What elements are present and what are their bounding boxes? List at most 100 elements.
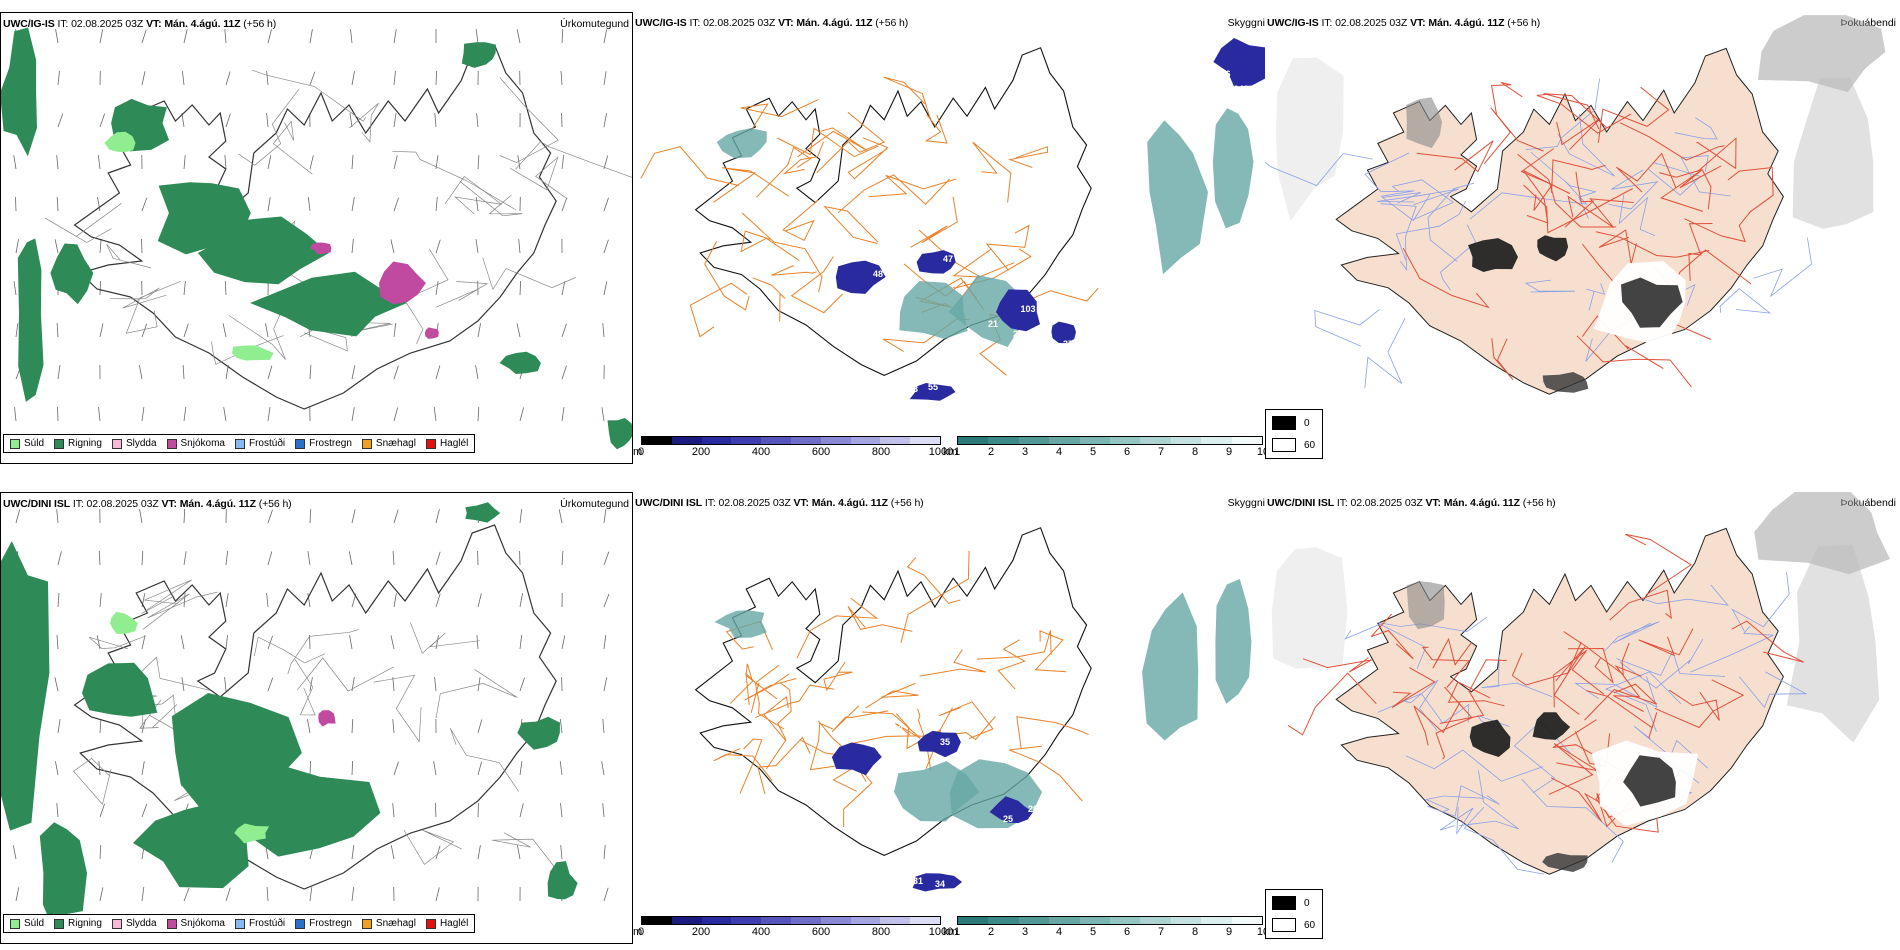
panel-title: UWC/IG-IS IT: 02.08.2025 03Z VT: Mán. 4.… bbox=[1267, 17, 1541, 29]
colorbar-tick: 800 bbox=[871, 926, 891, 938]
precip-map-1 bbox=[1, 27, 632, 450]
legend-item: Frostregn bbox=[295, 438, 352, 449]
colorbar-tick: 1000 bbox=[928, 926, 954, 938]
colorbar-tick: 3 bbox=[1021, 446, 1029, 458]
cloud-label: 21 bbox=[988, 319, 998, 329]
colorbar-tick: 10 bbox=[1256, 926, 1265, 938]
cloud-label: 103 bbox=[1020, 304, 1035, 314]
colorbar-tick: 200 bbox=[691, 446, 711, 458]
colorbar-tick: 2 bbox=[987, 926, 995, 938]
road-network bbox=[1287, 533, 1804, 833]
colorbar-tick: 8 bbox=[1191, 446, 1199, 458]
iceland-outline bbox=[73, 44, 557, 410]
cloud-label: 243 bbox=[1233, 84, 1248, 94]
panel-title: UWC/IG-IS IT: 02.08.2025 03Z VT: Mán. 4.… bbox=[3, 18, 277, 30]
colorbar-tick: 4 bbox=[1055, 926, 1063, 938]
legend-swatch bbox=[295, 438, 306, 449]
legend-item: Frostúði bbox=[234, 438, 286, 449]
cloud-label: 56 bbox=[878, 746, 888, 756]
iceland-land bbox=[1335, 47, 1784, 395]
legend-label: Súld bbox=[24, 918, 45, 929]
legend-swatch bbox=[10, 438, 20, 449]
cloud-label: 31 bbox=[913, 876, 923, 886]
legend-swatch bbox=[54, 438, 65, 449]
fog-areas bbox=[1406, 581, 1699, 872]
legend-swatch bbox=[234, 918, 245, 929]
colorbar-tick: 5 bbox=[1089, 926, 1097, 938]
fog-panel-1: UWC/IG-IS IT: 02.08.2025 03Z VT: Mán. 4.… bbox=[1265, 12, 1900, 464]
cloud-labels: 48 56 35 20 25 31 34 bbox=[878, 724, 1038, 889]
cloud-label: 34 bbox=[935, 879, 945, 889]
cloud-label: 20 bbox=[1013, 329, 1023, 339]
legend-item: Rigning bbox=[54, 438, 102, 449]
panel-name: Úrkomutegund bbox=[560, 498, 629, 510]
fog-legend: 0 60 bbox=[1265, 409, 1323, 459]
colorbar-tick: 0 bbox=[637, 926, 645, 938]
fog-haze bbox=[1271, 492, 1890, 743]
fog-areas bbox=[1406, 97, 1686, 393]
legend-item: Haglél bbox=[425, 918, 468, 929]
fog-swatch bbox=[1272, 416, 1296, 430]
legend-swatch bbox=[425, 438, 436, 449]
legend-swatch bbox=[425, 918, 436, 929]
cloud-label: 35 bbox=[940, 737, 950, 747]
panel-name: Úrkomutegund bbox=[560, 18, 629, 30]
legend-item: Slydda bbox=[111, 438, 157, 449]
cloudbase-colorbar: m 0 200 400 600 800 1000 bbox=[633, 436, 953, 464]
rain-areas bbox=[1, 27, 632, 450]
colorbar-tick: 6 bbox=[1123, 446, 1131, 458]
legend-label: Snjókoma bbox=[180, 438, 225, 449]
panel-title: UWC/IG-IS IT: 02.08.2025 03Z VT: Mán. 4.… bbox=[635, 17, 909, 29]
colorbar-tick: 600 bbox=[811, 446, 831, 458]
legend-label: Haglél bbox=[439, 438, 469, 449]
legend-swatch bbox=[54, 918, 65, 929]
panel-title: UWC/DINI ISL IT: 02.08.2025 03Z VT: Mán.… bbox=[635, 497, 924, 509]
colorbar-tick: 800 bbox=[871, 446, 891, 458]
panel-name: Skyggni bbox=[1227, 497, 1265, 509]
legend-label: Snjókoma bbox=[180, 918, 225, 929]
panel-name: Skyggni bbox=[1227, 17, 1265, 29]
cloud-panel-2: UWC/DINI ISL IT: 02.08.2025 03Z VT: Mán.… bbox=[633, 492, 1265, 944]
visibility-colorbar: km 12345678910 bbox=[943, 436, 1265, 464]
colorbar-tick: 3 bbox=[1021, 926, 1029, 938]
cloudbase-colorbar: m 0 200 400 600 800 1000 bbox=[633, 916, 953, 944]
precip-legend: Súld Rigning Slydda Snjókoma Frostúði Frostre… bbox=[3, 914, 476, 933]
fog-panel-2: UWC/DINI ISL IT: 02.08.2025 03Z VT: Mán.… bbox=[1265, 492, 1900, 944]
legend-label: Frostúði bbox=[248, 438, 286, 449]
fog-legend-label: 0 bbox=[1304, 897, 1310, 909]
legend-swatch bbox=[295, 918, 306, 929]
cloud-label: 116 bbox=[1181, 49, 1196, 59]
colorbar-tick: 1 bbox=[953, 926, 961, 938]
colorbar-tick: 1 bbox=[953, 446, 961, 458]
colorbar-tick: 9 bbox=[1225, 446, 1233, 458]
legend-swatch bbox=[166, 918, 177, 929]
legend-swatch bbox=[10, 918, 20, 929]
cloud-label: 37 bbox=[1063, 339, 1073, 349]
precip-panel-1: UWC/IG-IS IT: 02.08.2025 03Z VT: Mán. 4.… bbox=[0, 12, 633, 464]
iceland-outline bbox=[694, 527, 1092, 857]
cloud-label: 55 bbox=[928, 382, 938, 392]
cloud-map-2: 48 56 35 20 25 31 34 bbox=[694, 527, 1252, 892]
cloud-label: 25 bbox=[1003, 814, 1013, 824]
cloudbase-areas bbox=[835, 38, 1265, 401]
cloud-label: 48 bbox=[893, 724, 903, 734]
fog-legend: 0 60 bbox=[1265, 889, 1323, 939]
legend-swatch bbox=[166, 438, 177, 449]
precip-legend: Súld Rigning Slydda Snjókoma Frostúði Frostre… bbox=[3, 434, 476, 453]
legend-label: Frostúði bbox=[248, 918, 286, 929]
legend-label: Slydda bbox=[125, 918, 157, 929]
fog-legend-item: 0 bbox=[1272, 896, 1310, 910]
cloud-label: 46 bbox=[1048, 309, 1058, 319]
legend-item: Snjókoma bbox=[166, 438, 225, 449]
fog-map-1 bbox=[1265, 15, 1886, 395]
legend-swatch bbox=[111, 438, 122, 449]
colorbar-tick: 9 bbox=[1225, 926, 1233, 938]
legend-label: Snæhagl bbox=[375, 918, 416, 929]
fog-legend-item: 60 bbox=[1272, 438, 1315, 452]
colorbar-tick: 4 bbox=[1055, 446, 1063, 458]
colorbar-tick: 1000 bbox=[928, 446, 954, 458]
legend-label: Súld bbox=[24, 438, 45, 449]
fog-swatch bbox=[1272, 896, 1296, 910]
road-network bbox=[1402, 82, 1774, 388]
